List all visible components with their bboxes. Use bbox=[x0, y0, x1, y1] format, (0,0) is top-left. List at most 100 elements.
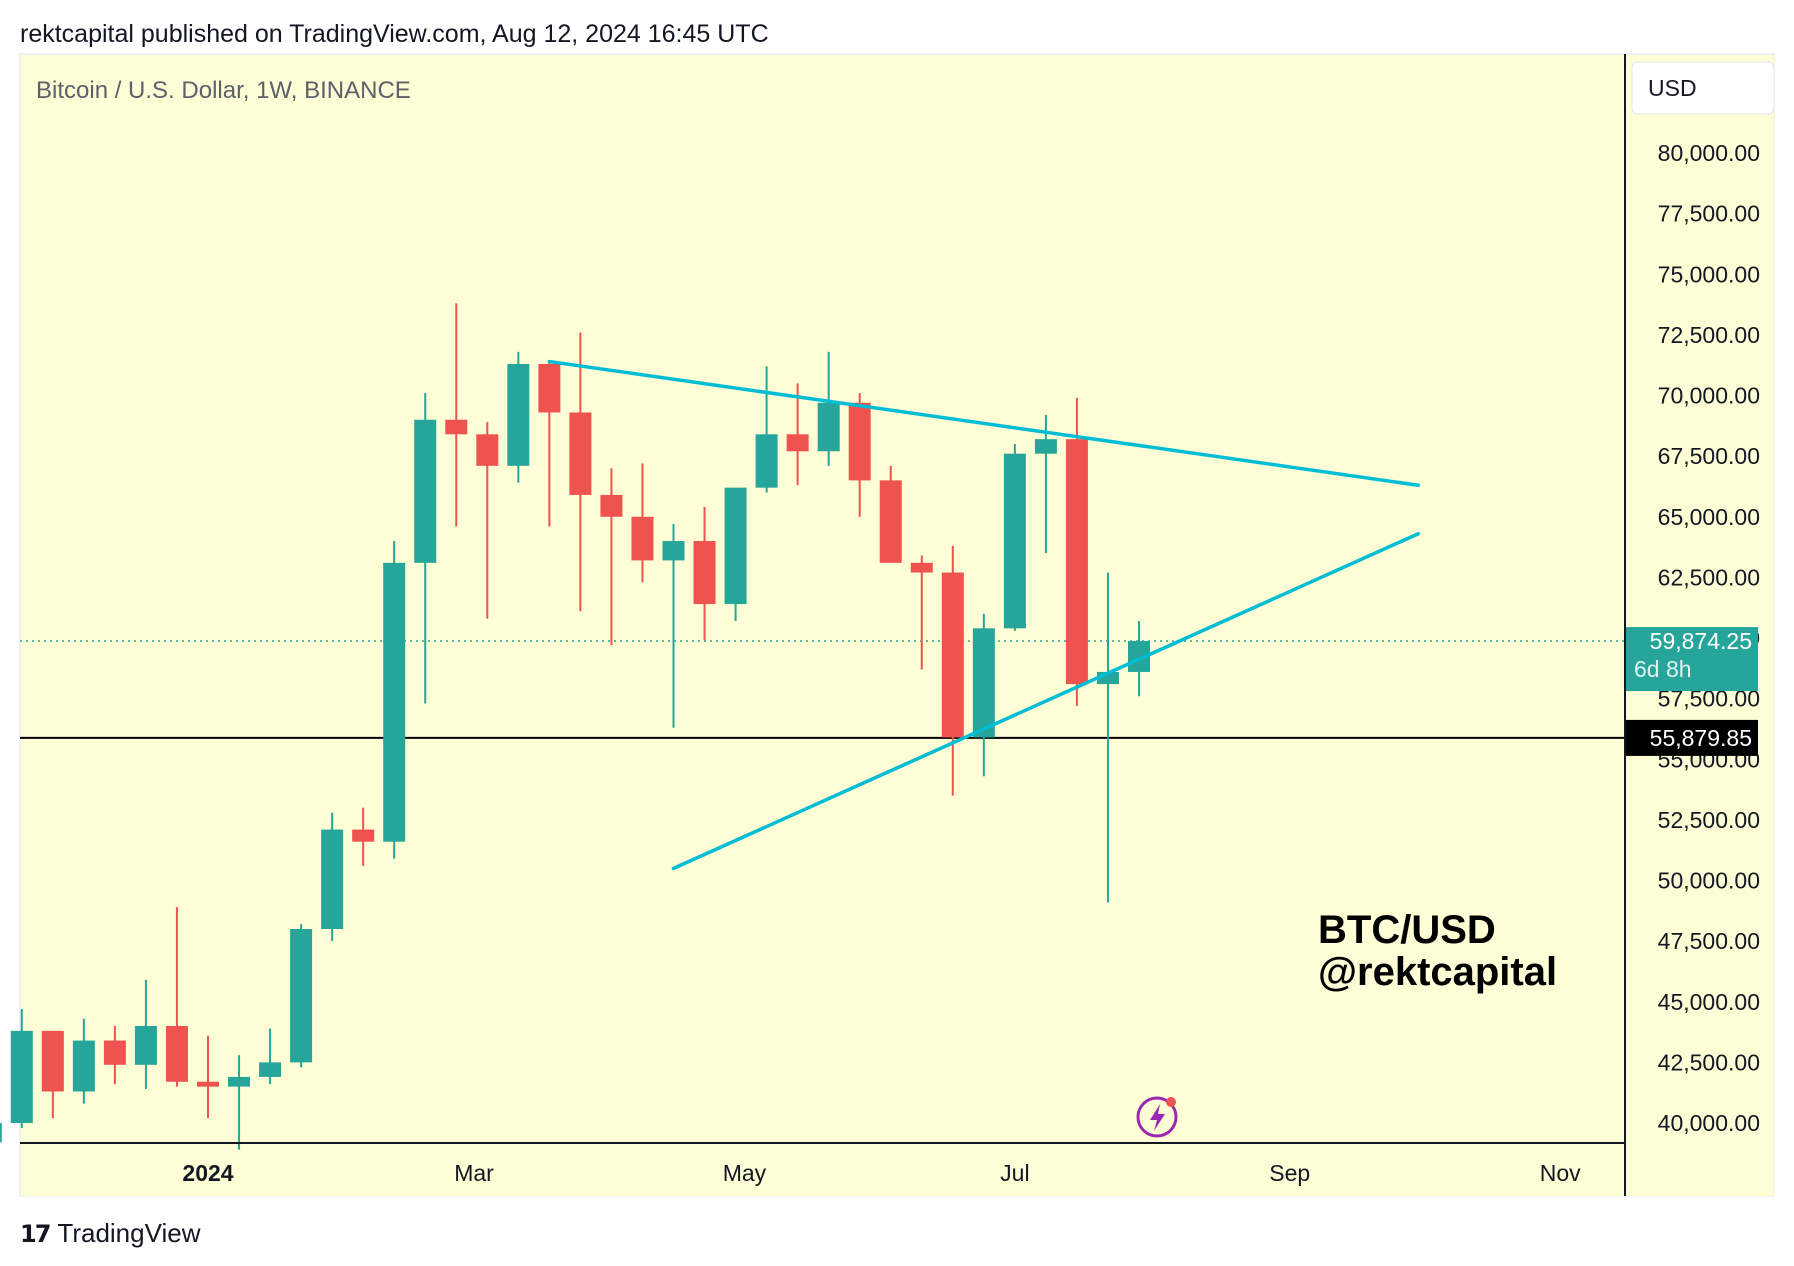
candle[interactable] bbox=[507, 351, 530, 483]
candle-body bbox=[1003, 453, 1026, 629]
footer-brand-label: TradingView bbox=[57, 1218, 201, 1248]
candle[interactable] bbox=[228, 1055, 251, 1150]
candle[interactable] bbox=[352, 807, 375, 866]
candle-body bbox=[165, 1026, 188, 1082]
candle[interactable] bbox=[1003, 444, 1026, 631]
bar-countdown: 6d 8h bbox=[1634, 656, 1692, 682]
candle[interactable] bbox=[786, 383, 809, 486]
candle-body bbox=[724, 487, 747, 605]
y-tick-label: 52,500.00 bbox=[1658, 807, 1760, 833]
candle-body bbox=[414, 419, 437, 563]
trendline-lower[interactable] bbox=[671, 531, 1421, 871]
candle[interactable] bbox=[755, 366, 778, 493]
y-tick-label: 70,000.00 bbox=[1658, 383, 1760, 409]
candle-body bbox=[290, 929, 313, 1063]
candle-body bbox=[41, 1030, 64, 1092]
candle[interactable] bbox=[1065, 397, 1088, 706]
lightning-icon[interactable] bbox=[1136, 1096, 1178, 1138]
candle[interactable] bbox=[910, 555, 933, 670]
publish-line: rektcapital published on TradingView.com… bbox=[20, 20, 769, 48]
x-tick-label: Mar bbox=[454, 1160, 494, 1186]
candle[interactable] bbox=[383, 541, 406, 859]
candle-body bbox=[972, 628, 995, 738]
watermark-line-1: BTC/USD bbox=[1318, 908, 1496, 952]
candle-body bbox=[1065, 439, 1088, 685]
candle-body bbox=[662, 541, 685, 561]
candle[interactable] bbox=[10, 1009, 33, 1128]
candle[interactable] bbox=[693, 507, 716, 641]
candle-body bbox=[476, 434, 499, 466]
x-tick-label: Sep bbox=[1269, 1160, 1310, 1186]
candle[interactable] bbox=[321, 812, 344, 942]
candle[interactable] bbox=[41, 1030, 64, 1119]
candle[interactable] bbox=[662, 524, 685, 728]
y-tick-label: 75,000.00 bbox=[1658, 261, 1760, 287]
currency-button[interactable]: USD bbox=[1631, 61, 1775, 115]
trendline-upper[interactable] bbox=[547, 359, 1421, 487]
footer-brand[interactable]: 17 TradingView bbox=[20, 1218, 200, 1249]
candle-body bbox=[103, 1040, 126, 1065]
candle-body bbox=[693, 541, 716, 605]
tradingview-logo-icon: 17 bbox=[20, 1219, 51, 1248]
candle[interactable] bbox=[600, 468, 623, 646]
candle[interactable] bbox=[0, 1118, 2, 1150]
candle-body bbox=[10, 1030, 33, 1123]
candle-body bbox=[321, 829, 344, 929]
candle-body bbox=[445, 419, 468, 435]
candle[interactable] bbox=[569, 332, 592, 612]
candle-body bbox=[755, 434, 778, 488]
candle[interactable] bbox=[879, 465, 902, 563]
candle-body bbox=[941, 572, 964, 738]
candle[interactable] bbox=[941, 545, 964, 796]
candle[interactable] bbox=[72, 1018, 95, 1104]
support-price-label: 55,879.85 bbox=[1626, 719, 1758, 756]
support-price-value: 55,879.85 bbox=[1650, 725, 1752, 751]
candle-body bbox=[0, 1123, 2, 1143]
candle-body bbox=[879, 480, 902, 563]
candle-body bbox=[600, 494, 623, 517]
y-tick-label: 50,000.00 bbox=[1658, 868, 1760, 894]
candle[interactable] bbox=[134, 979, 157, 1090]
currency-button-label: USD bbox=[1648, 75, 1697, 101]
x-tick-label: 2024 bbox=[182, 1160, 233, 1186]
candle[interactable] bbox=[165, 907, 188, 1087]
candle-body bbox=[848, 402, 871, 481]
candle[interactable] bbox=[972, 613, 995, 777]
candle[interactable] bbox=[848, 393, 871, 517]
candle[interactable] bbox=[476, 422, 499, 619]
x-tick-label: Nov bbox=[1540, 1160, 1581, 1186]
candle[interactable] bbox=[631, 463, 654, 583]
candle[interactable] bbox=[724, 487, 747, 622]
candle[interactable] bbox=[259, 1028, 282, 1085]
candle-body bbox=[910, 562, 933, 573]
candle-body bbox=[259, 1062, 282, 1077]
candle[interactable] bbox=[538, 361, 561, 527]
y-tick-label: 72,500.00 bbox=[1658, 322, 1760, 348]
y-tick-label: 62,500.00 bbox=[1658, 564, 1760, 590]
plot-background bbox=[21, 55, 1774, 1196]
candle-body bbox=[569, 412, 592, 495]
x-tick-label: May bbox=[723, 1160, 767, 1186]
candle[interactable] bbox=[414, 393, 437, 704]
y-tick-label: 77,500.00 bbox=[1658, 201, 1760, 227]
candle-body bbox=[786, 434, 809, 452]
watermark-line-2: @rektcapital bbox=[1318, 950, 1557, 994]
candle-body bbox=[507, 363, 530, 466]
candle[interactable] bbox=[290, 924, 313, 1068]
x-tick-label: Jul bbox=[1000, 1160, 1029, 1186]
symbol-title: Bitcoin / U.S. Dollar, 1W, BINANCE bbox=[36, 77, 411, 104]
candle-body bbox=[197, 1081, 219, 1087]
candle-body bbox=[538, 363, 561, 413]
candle-body bbox=[1128, 641, 1150, 672]
candle-body bbox=[134, 1026, 157, 1065]
candle[interactable] bbox=[103, 1026, 126, 1085]
candle-body bbox=[352, 829, 375, 842]
y-tick-label: 65,000.00 bbox=[1658, 504, 1760, 530]
candle[interactable] bbox=[197, 1035, 219, 1119]
candle[interactable] bbox=[817, 351, 840, 466]
candle[interactable] bbox=[1034, 414, 1057, 554]
y-tick-label: 40,000.00 bbox=[1658, 1110, 1760, 1136]
candle[interactable] bbox=[445, 303, 468, 527]
